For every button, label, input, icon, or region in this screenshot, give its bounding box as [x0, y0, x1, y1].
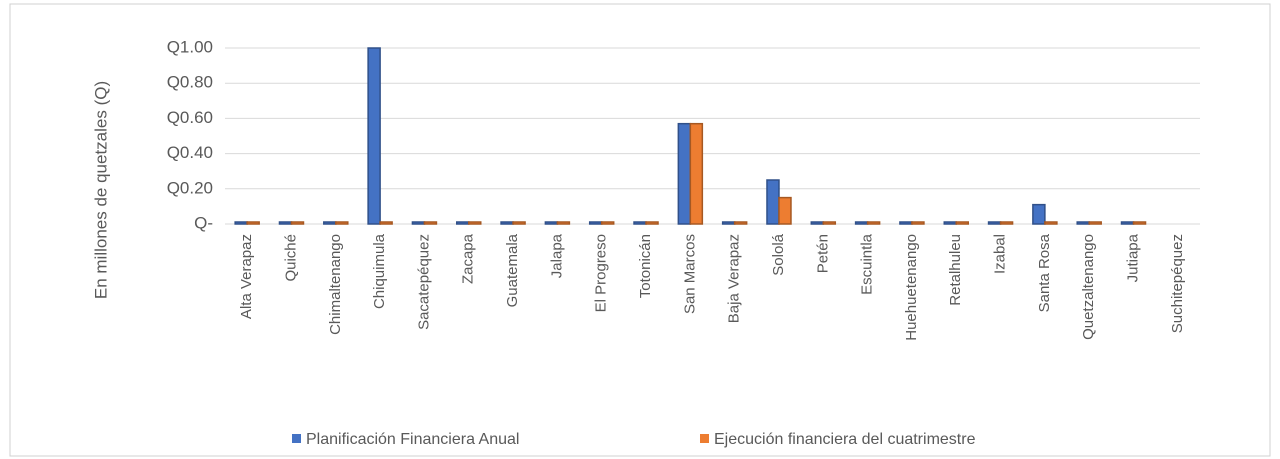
bar	[854, 221, 869, 225]
x-tick-label: Huehuetenango	[903, 234, 920, 341]
y-tick-label: Q0.40	[167, 143, 213, 162]
bar	[999, 221, 1014, 225]
x-tick-label: Izabal	[992, 234, 1009, 274]
bar	[778, 196, 792, 225]
bar	[335, 221, 349, 225]
bar	[1076, 221, 1090, 225]
legend-swatch	[700, 434, 709, 443]
bar	[600, 221, 615, 225]
x-tick-label: Jutiapa	[1124, 233, 1141, 282]
x-tick-label: El Progreso	[593, 234, 610, 312]
x-tick-label: Jalapa	[548, 233, 565, 278]
y-tick-label: Q-	[194, 213, 213, 232]
x-tick-label: Guatemala	[504, 233, 521, 307]
x-tick-label: San Marcos	[681, 234, 698, 314]
bar	[766, 179, 780, 225]
bar	[1120, 221, 1135, 225]
bar	[246, 221, 260, 225]
x-tick-label: Sololá	[770, 233, 787, 275]
x-tick-label: Zacapa	[460, 233, 477, 284]
bar	[411, 221, 426, 225]
bar	[822, 221, 837, 225]
bar	[500, 221, 514, 225]
bar	[677, 122, 692, 225]
x-tick-label: Escuintla	[859, 233, 876, 295]
bar	[1088, 221, 1102, 225]
bar	[943, 221, 957, 225]
bar	[721, 221, 736, 225]
bar	[544, 221, 559, 225]
x-tick-label: Quetzaltenango	[1080, 234, 1097, 340]
bar	[899, 221, 913, 225]
bar	[911, 221, 925, 225]
bar	[379, 221, 393, 225]
bar	[512, 221, 526, 225]
bar	[955, 221, 969, 225]
x-tick-label: Chimaltenango	[327, 234, 344, 335]
bar	[456, 221, 470, 225]
bar	[588, 221, 603, 225]
x-tick-label: Quiché	[282, 234, 299, 282]
bar	[987, 221, 1002, 225]
x-tick-label: Retalhuleu	[947, 234, 964, 306]
bar	[733, 221, 748, 225]
bar	[645, 221, 659, 225]
x-tick-label: Alta Verapaz	[238, 234, 255, 319]
bar	[810, 221, 825, 225]
y-tick-label: Q0.20	[167, 178, 213, 197]
y-axis-title: En millones de quetzales (Q)	[91, 81, 110, 299]
bar	[367, 47, 381, 225]
bar	[1032, 203, 1046, 225]
legend-label: Planificación Financiera Anual	[306, 431, 519, 448]
bar	[423, 221, 438, 225]
bar	[556, 221, 571, 225]
bar	[1044, 221, 1058, 225]
legend-swatch	[292, 434, 301, 443]
x-tick-label: Totonicán	[637, 234, 654, 298]
y-tick-label: Q0.60	[167, 108, 213, 127]
x-tick-label: Santa Rosa	[1036, 233, 1053, 312]
bar	[468, 221, 482, 225]
x-tick-label: Petén	[814, 234, 831, 273]
x-tick-label: Sacatepéquez	[415, 234, 432, 330]
bar	[1132, 221, 1147, 225]
bar	[689, 122, 704, 225]
bar	[290, 221, 305, 225]
bar	[323, 221, 337, 225]
y-tick-label: Q1.00	[167, 37, 213, 56]
bar	[633, 221, 647, 225]
bar	[234, 221, 248, 225]
x-tick-label: Baja Verapaz	[726, 234, 743, 323]
x-tick-label: Chiquimula	[371, 233, 388, 309]
bar	[866, 221, 881, 225]
legend-label: Ejecución financiera del cuatrimestre	[714, 431, 976, 448]
bar	[278, 221, 293, 225]
y-tick-label: Q0.80	[167, 73, 213, 92]
x-tick-label: Suchitepéquez	[1169, 234, 1186, 333]
chart-frame	[9, 3, 1271, 457]
